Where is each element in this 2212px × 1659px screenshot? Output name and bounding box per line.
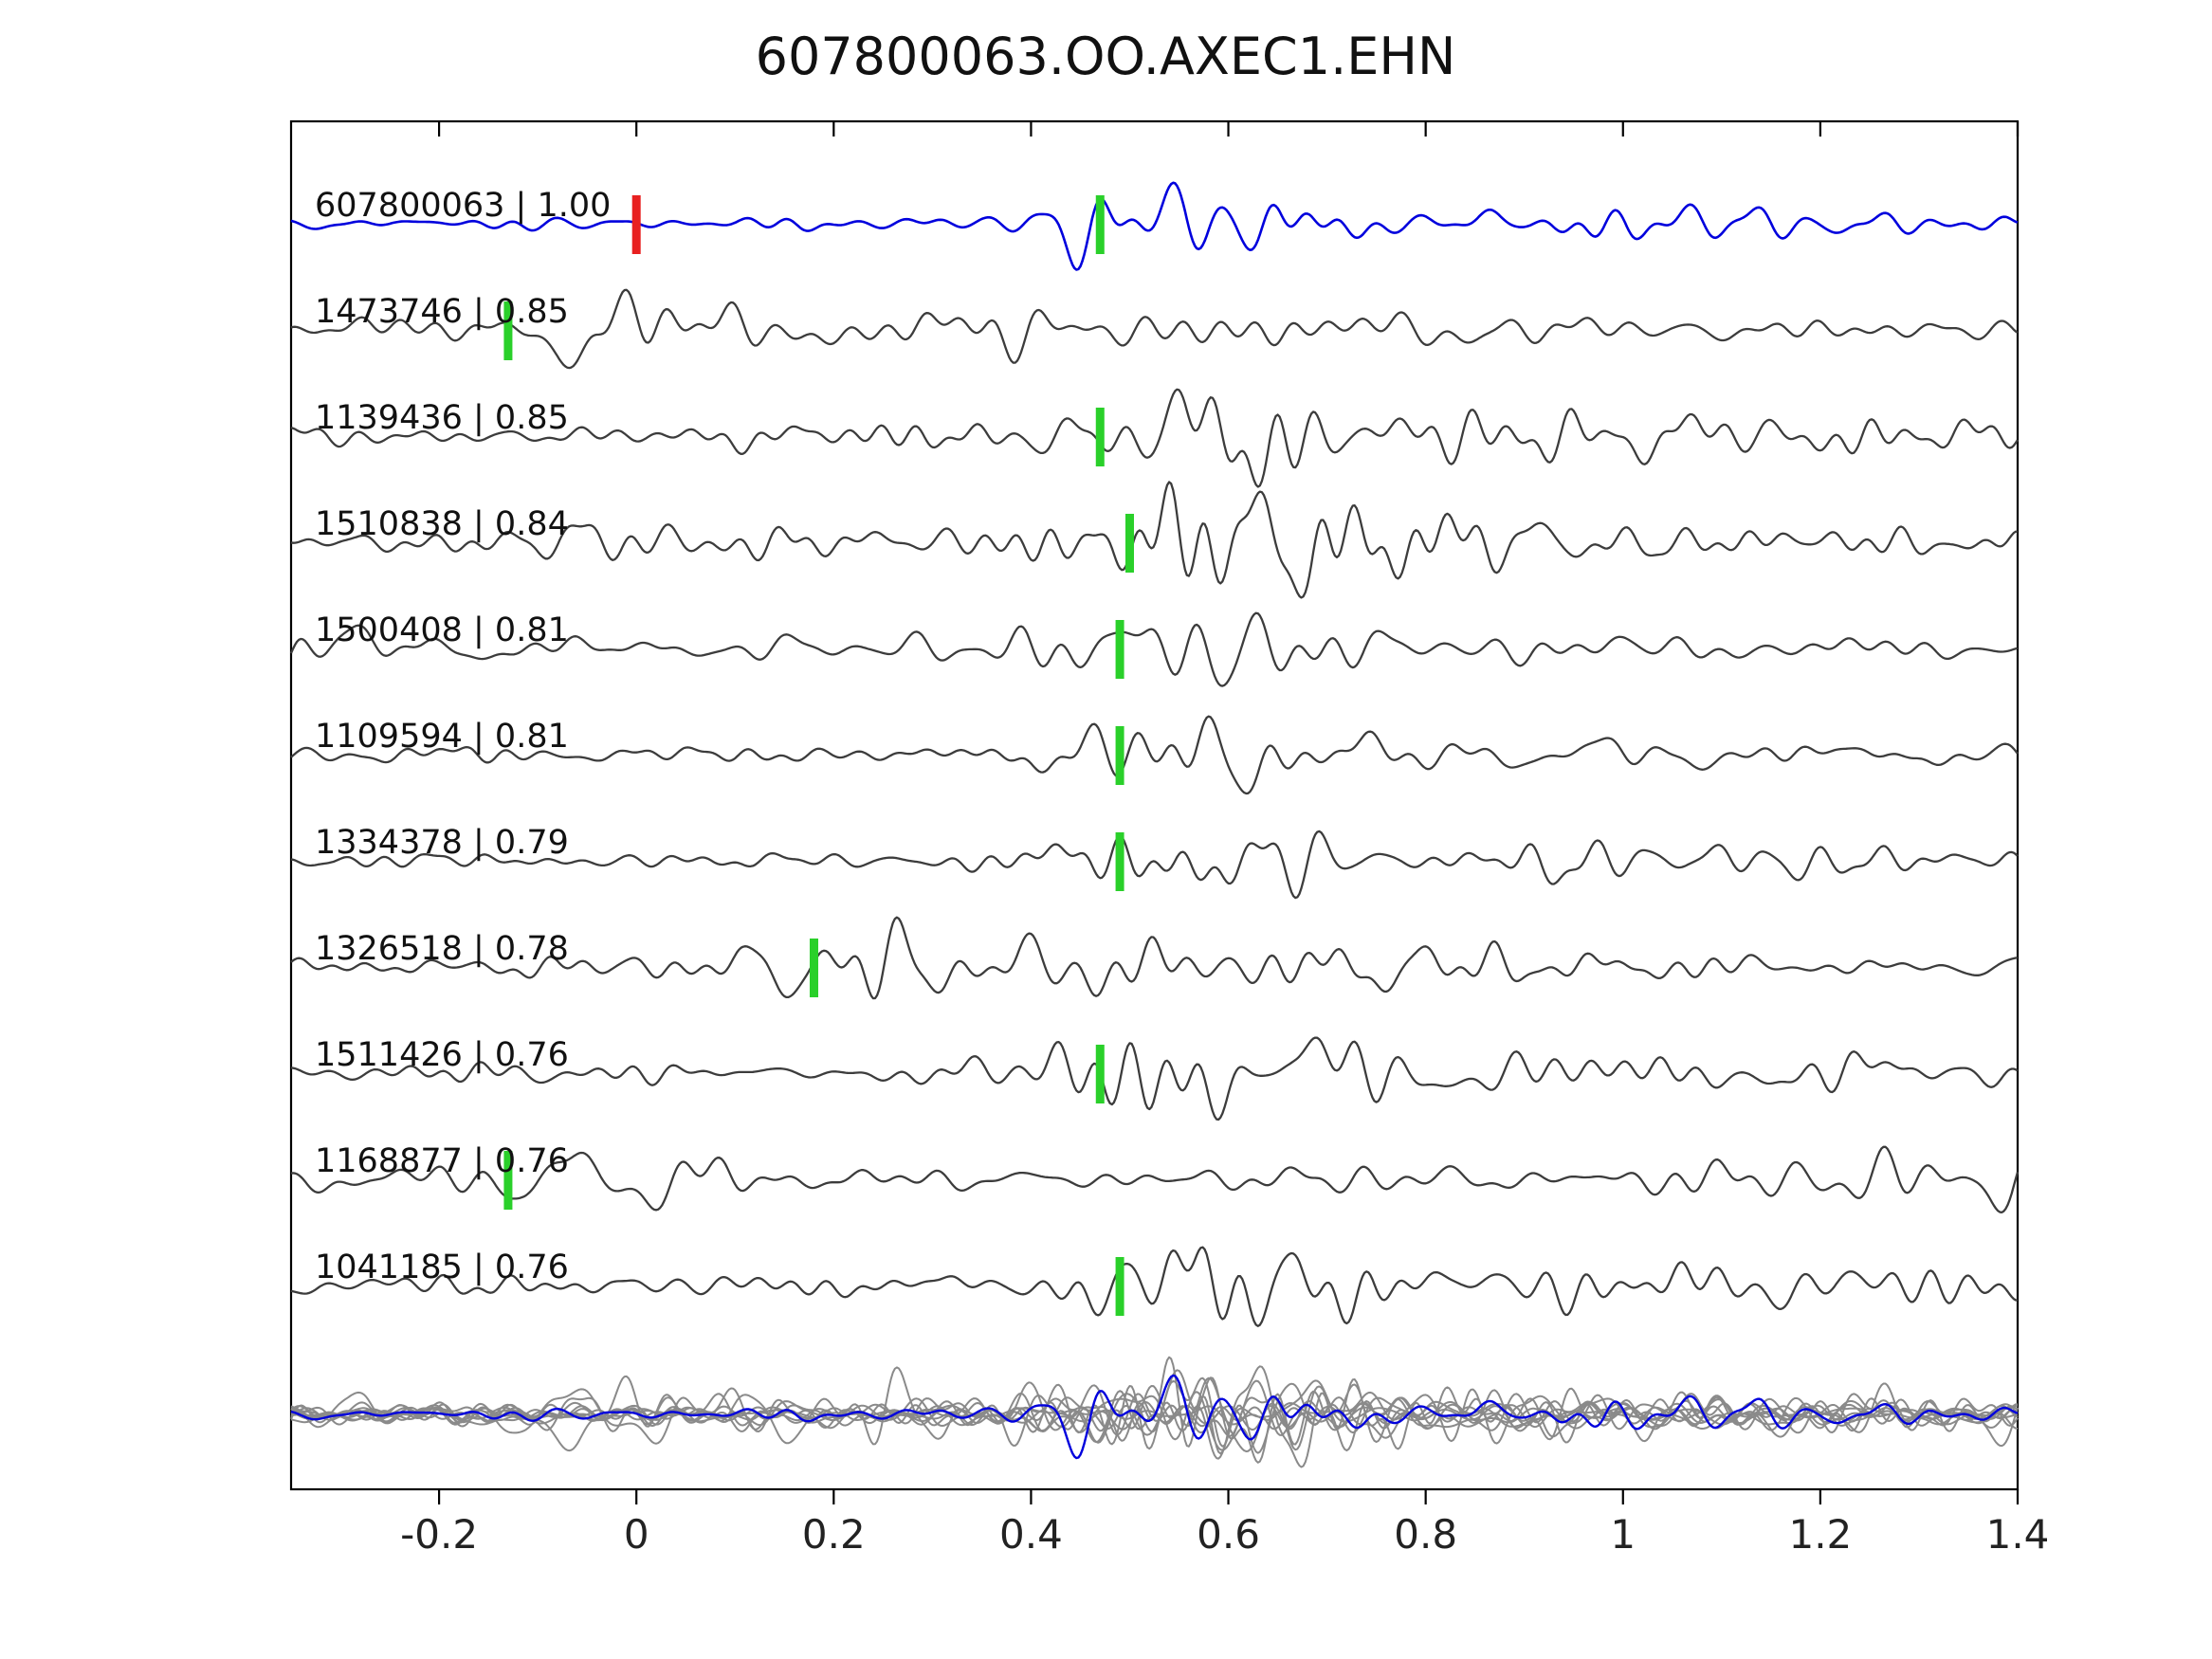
overlay-trace (290, 1382, 2019, 1448)
template-pick-marker (631, 195, 641, 254)
pick-marker (1095, 1045, 1105, 1103)
x-axis-tick-label: 1.2 (1788, 1511, 1852, 1558)
pick-marker (1115, 620, 1124, 679)
x-axis-tick-label: 0.4 (999, 1511, 1063, 1558)
plot-title: 607800063.OO.AXEC1.EHN (756, 27, 1456, 86)
waveform-trace (289, 611, 2019, 687)
x-axis-tick-label: 0.2 (802, 1511, 866, 1558)
trace-label: 1139436 | 0.85 (315, 399, 569, 437)
x-axis-tick-label: 1.4 (1986, 1511, 2050, 1558)
waveform-trace (290, 715, 2019, 795)
trace-label: 1500408 | 0.81 (315, 611, 569, 649)
waveform-trace (290, 481, 2019, 599)
waveform-trace (290, 288, 2019, 370)
trace-layer: 607800063 | 1.00 1473746 | 0.85 1139436 | … (289, 181, 2020, 1468)
trace-label: 1168877 | 0.76 (315, 1142, 569, 1180)
waveform-trace (290, 388, 2019, 488)
trace-label: 1109594 | 0.81 (315, 718, 569, 756)
pick-marker (1095, 195, 1105, 254)
pick-marker (1124, 514, 1134, 573)
pick-marker (503, 301, 513, 360)
trace-label: 1041185 | 0.76 (315, 1249, 569, 1286)
x-axis-tick-label: -0.2 (400, 1511, 478, 1558)
pick-marker (810, 939, 819, 997)
x-axis-tick-label: 0 (624, 1511, 649, 1558)
overlay-trace (290, 1366, 2019, 1446)
pick-marker (1095, 408, 1105, 466)
waveform-trace (290, 1145, 2020, 1213)
waveform-trace (290, 181, 2019, 271)
waveform-trace (290, 1036, 2019, 1121)
waveform-trace (290, 916, 2019, 1000)
x-axis-tick-label: 0.6 (1197, 1511, 1260, 1558)
trace-label: 1334378 | 0.79 (315, 824, 569, 862)
waveform-trace (290, 830, 2019, 900)
plot-border (289, 119, 2020, 1491)
pick-marker (503, 1151, 513, 1210)
pick-marker (1115, 726, 1124, 785)
axis-layer (289, 119, 2020, 1504)
overlay-template-trace (290, 1374, 2019, 1460)
waveform-trace (290, 1246, 2019, 1327)
trace-label: 607800063 | 1.00 (315, 187, 611, 225)
pick-marker (1115, 1257, 1124, 1316)
trace-label: 1326518 | 0.78 (315, 930, 569, 968)
x-axis-tick-label: 0.8 (1394, 1511, 1457, 1558)
trace-label: 1510838 | 0.84 (315, 505, 569, 543)
x-axis-tick-labels: -0.2 0 0.2 0.4 0.6 0.8 1 1.2 1.4 (400, 1511, 2049, 1558)
trace-label: 1473746 | 0.85 (315, 293, 569, 331)
overlay-trace (290, 1369, 2019, 1464)
trace-label: 1511426 | 0.76 (315, 1036, 569, 1074)
overlay-trace (290, 1379, 2019, 1460)
pick-marker (1115, 832, 1124, 891)
x-axis-tick-label: 1 (1610, 1511, 1636, 1558)
